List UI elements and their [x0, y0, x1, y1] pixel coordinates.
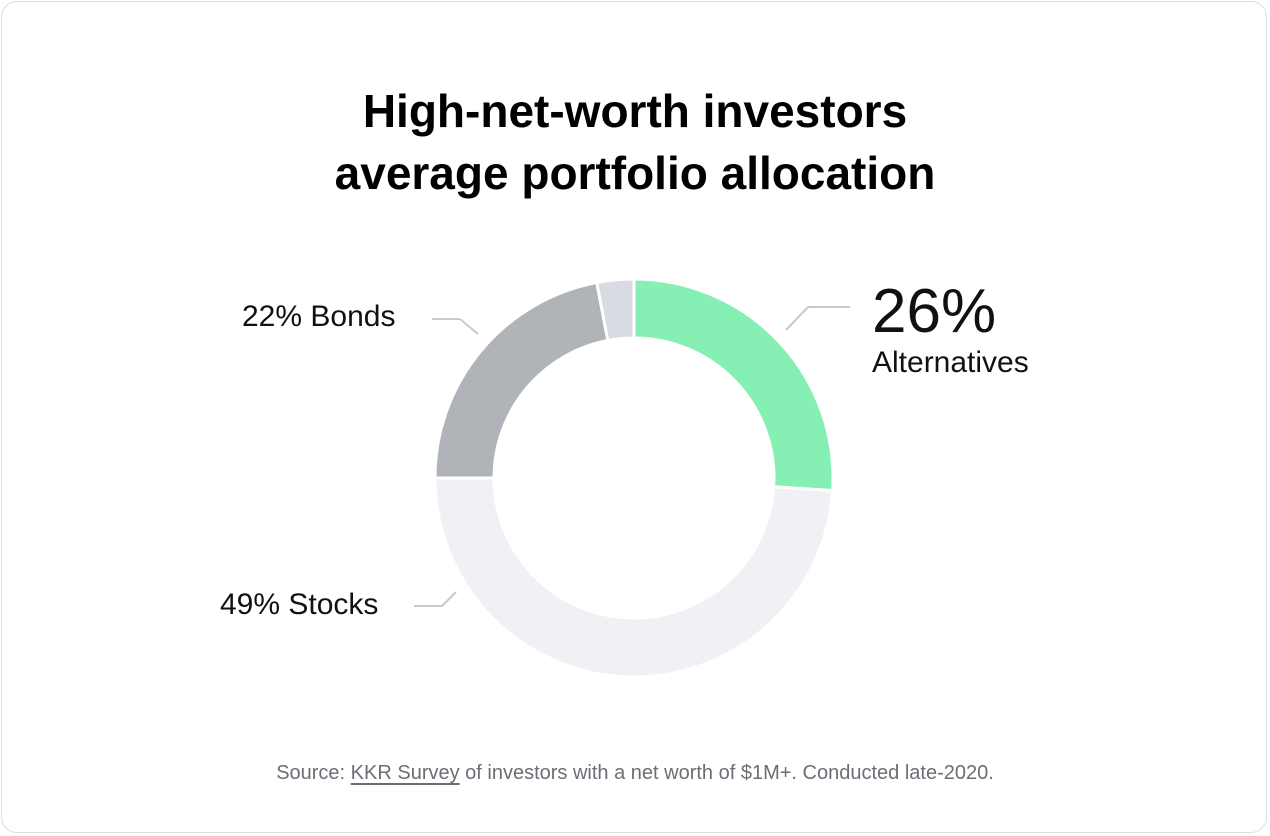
- stocks-label: 49% Stocks: [220, 588, 379, 621]
- title-line-1: High-net-worth investors: [362, 85, 908, 137]
- alternatives-label: Alternatives: [872, 346, 1029, 379]
- alternatives-percent-label: 26%: [872, 277, 997, 346]
- source-prefix: Source:: [276, 762, 351, 784]
- donut-segment-alternatives: [632, 277, 835, 493]
- chart-title: High-net-worth investors average portfol…: [0, 80, 1270, 204]
- donut-segment-bonds: [433, 280, 610, 480]
- donut-segment-stocks: [433, 476, 835, 679]
- source-suffix: of investors with a net worth of $1M+. C…: [459, 762, 994, 784]
- bonds-label: 22% Bonds: [242, 300, 396, 333]
- title-line-2: average portfolio allocation: [334, 147, 936, 199]
- leader-line-bonds-d: [459, 318, 479, 335]
- source-note: Source: KKR Survey of investors with a n…: [0, 762, 1270, 785]
- leader-line-stocks-d: [441, 591, 457, 607]
- leader-line-alternatives: [785, 306, 809, 331]
- kkr-survey-link[interactable]: KKR Survey: [350, 762, 460, 784]
